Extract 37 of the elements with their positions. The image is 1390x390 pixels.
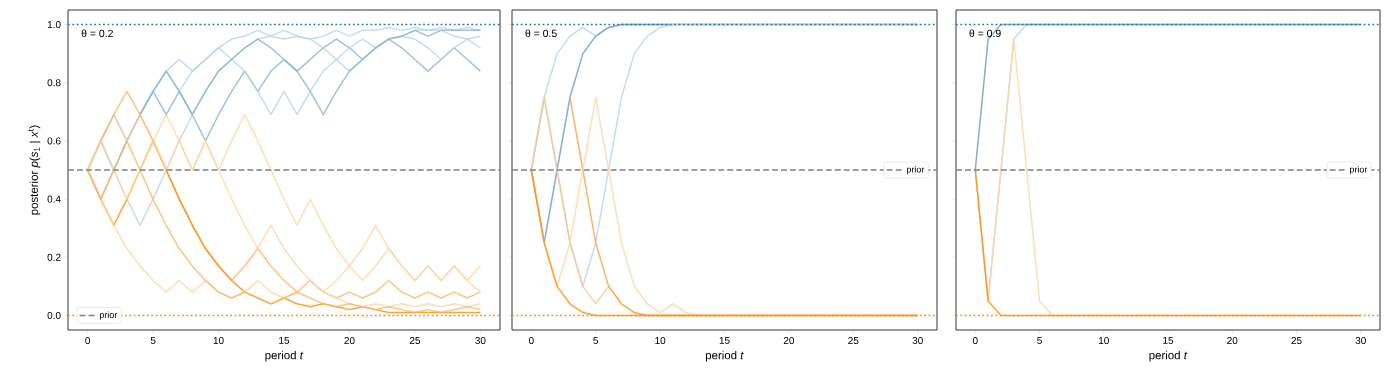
x-tick-label: 5 — [1037, 337, 1042, 344]
x-tick-label: 20 — [344, 337, 355, 345]
annotation: θ = 0.5 — [525, 29, 557, 38]
text: posterior p(s$_{1}$ | x$^{t}$) — [28, 125, 41, 215]
x-tick-label: 30 — [475, 337, 486, 345]
x-axis-title: period t — [265, 350, 304, 362]
ref-line-label: prior — [1349, 166, 1368, 175]
x-axis-title: period t — [1149, 350, 1188, 362]
y-tick-label: 0.6 — [47, 137, 61, 145]
y-tick-label: 0.2 — [47, 253, 61, 261]
annotation: θ = 0.2 — [81, 29, 113, 38]
x-tick-label: 5 — [150, 337, 156, 344]
ref-line-label: prior — [906, 166, 925, 175]
x-tick-label: 30 — [912, 337, 923, 345]
x-tick-label: 25 — [409, 337, 421, 345]
x-tick-label: 30 — [1355, 337, 1366, 345]
x-axis-title: period t — [705, 350, 744, 362]
x-tick-label: 0 — [528, 337, 534, 345]
y-tick-label: 0.4 — [47, 195, 61, 203]
x-tick-label: 20 — [1227, 337, 1238, 345]
y-tick-label: 1.0 — [47, 21, 61, 29]
legend-label: prior — [99, 311, 118, 320]
x-tick-label: 10 — [655, 337, 666, 345]
x-tick-label: 15 — [279, 337, 290, 344]
x-tick-label: 20 — [783, 337, 795, 345]
x-tick-label: 25 — [848, 337, 859, 345]
x-tick-label: 10 — [213, 337, 224, 345]
y-tick-label: 0.8 — [47, 79, 61, 87]
y-tick-label: 0.0 — [47, 311, 61, 319]
x-tick-label: 5 — [593, 337, 599, 344]
x-tick-label: 15 — [719, 337, 730, 344]
x-tick-label: 0 — [972, 337, 978, 345]
x-tick-label: 25 — [1291, 337, 1302, 345]
annotation: θ = 0.9 — [969, 29, 1001, 38]
x-tick-label: 10 — [1099, 337, 1109, 345]
x-tick-label: 0 — [85, 337, 91, 345]
x-tick-label: 15 — [1163, 337, 1174, 344]
